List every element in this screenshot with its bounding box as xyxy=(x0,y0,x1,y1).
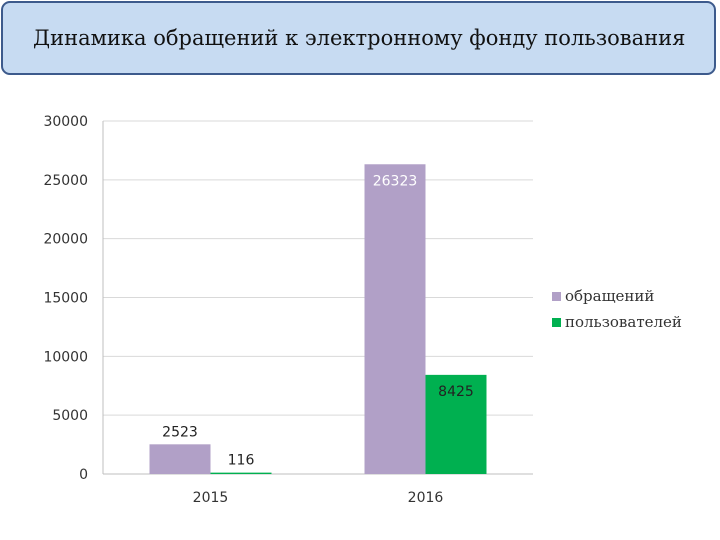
y-tick-label: 25000 xyxy=(43,173,88,189)
x-tick-label: 2015 xyxy=(193,490,229,506)
data-label: 2523 xyxy=(162,424,198,440)
data-label: 116 xyxy=(228,453,255,469)
data-label: 8425 xyxy=(438,384,474,400)
bar-обращений xyxy=(364,164,426,474)
legend-swatch xyxy=(552,292,561,301)
data-label: 26323 xyxy=(373,173,418,189)
legend-swatch xyxy=(552,318,561,327)
legend-label: обращений xyxy=(565,287,654,305)
axes: 0 5000 10000 15000 20000 25000 30000 2015 2016 xyxy=(43,114,533,506)
y-tick-label: 5000 xyxy=(52,408,88,424)
bar-пользователей xyxy=(210,472,272,474)
data-labels: 2523 116 26323 8425 xyxy=(162,173,474,468)
bar-пользователей xyxy=(425,374,487,474)
bars xyxy=(149,164,487,474)
bar-обращений xyxy=(149,444,211,474)
title-banner: Динамика обращений к электронному фонду … xyxy=(1,1,716,75)
x-tick-label: 2016 xyxy=(408,490,444,506)
y-tick-label: 15000 xyxy=(43,291,88,307)
gridlines xyxy=(103,120,533,416)
y-tick-label: 10000 xyxy=(43,349,88,365)
legend-label: пользователей xyxy=(565,313,682,331)
legend: обращений пользователей xyxy=(552,287,682,331)
slide-title: Динамика обращений к электронному фонду … xyxy=(33,26,686,50)
y-tick-label: 0 xyxy=(79,467,88,483)
y-tick-label: 30000 xyxy=(43,114,88,130)
y-tick-label: 20000 xyxy=(43,232,88,248)
